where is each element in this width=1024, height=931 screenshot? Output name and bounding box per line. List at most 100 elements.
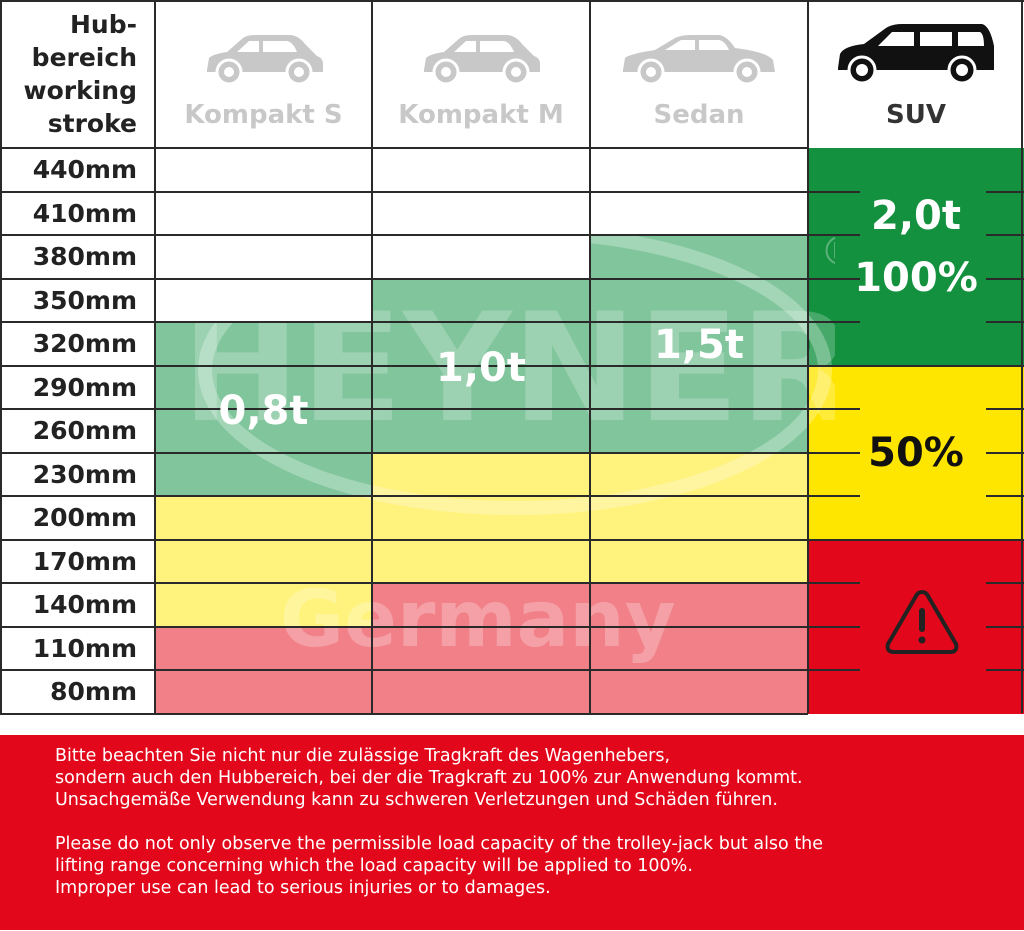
warning-note: Bitte beachten Sie nicht nur die zulässi…: [0, 735, 1024, 930]
table-cell: [590, 452, 808, 496]
note-line: Unsachgemäße Verwendung kann zu schweren…: [55, 790, 778, 810]
table-cell: [155, 148, 372, 192]
note-line: Please do not only observe the permissib…: [55, 834, 824, 854]
note-line: lifting range concerning which the load …: [55, 856, 693, 876]
note-line: Improper use can lead to serious injurie…: [55, 878, 551, 898]
suv-divider-stub: [986, 321, 1024, 323]
column-divider: [154, 0, 156, 713]
note-english: Please do not only observe the permissib…: [55, 833, 1024, 899]
top-border: [0, 0, 1024, 2]
column-header-kompakt-s: Kompakt S: [155, 0, 372, 148]
capacity-table: Hub- bereich working stroke Kompakt S Kom…: [0, 0, 1024, 715]
table-cell: [372, 148, 590, 192]
suv-divider-stub: [986, 451, 1024, 454]
table-cell: [590, 496, 808, 540]
table-cell: [590, 322, 808, 366]
table-cell: [590, 148, 808, 192]
table-cell: [590, 670, 808, 714]
row-divider: [0, 451, 808, 454]
suv-divider-stub: [986, 582, 1024, 584]
table-cell: [590, 278, 808, 322]
table-cell: [155, 365, 372, 409]
suv-divider-stub: [808, 190, 860, 193]
suv-divider-stub: [808, 625, 860, 628]
row-divider: [0, 321, 808, 323]
suv-divider-stub: [808, 321, 860, 323]
table-cell: [372, 365, 590, 409]
row-label: 410mm: [32, 198, 137, 228]
suv-block-green: [808, 148, 1024, 366]
suv-divider-stub: [986, 669, 1024, 671]
suv-divider-stub: [808, 669, 860, 671]
suv-full-percent: 100%: [854, 255, 978, 301]
table-cell: [372, 583, 590, 627]
hatchback-car-icon: [416, 30, 546, 100]
corner-label-line: bereich: [31, 43, 137, 72]
row-divider: [0, 712, 808, 715]
suv-divider-stub: [986, 277, 1024, 280]
row-label: 440mm: [32, 155, 137, 184]
row-label: 350mm: [32, 285, 137, 315]
table-cell: [590, 539, 808, 583]
table-cell: [372, 278, 590, 322]
row-divider: [0, 538, 808, 541]
table-cell: [372, 496, 590, 540]
table-cell: [155, 583, 372, 627]
table-cell: [590, 583, 808, 627]
table-cell: [590, 191, 808, 235]
table-cell: [372, 670, 590, 714]
corner-label-line: Hub-: [70, 10, 137, 39]
table-cell: [155, 670, 372, 714]
capacity-label: 1,0t: [436, 345, 526, 391]
suv-divider-stub: [808, 582, 860, 584]
column-header-kompakt-m: Kompakt M: [372, 0, 590, 148]
row-divider: [0, 190, 808, 193]
row-label: 80mm: [50, 677, 137, 706]
row-label: 170mm: [32, 546, 137, 576]
table-cell: [155, 278, 372, 322]
column-label: Sedan: [653, 100, 745, 130]
hatchback-car-icon: [199, 30, 329, 100]
suv-car-icon: [834, 18, 999, 100]
row-label: 290mm: [32, 372, 137, 402]
table-cell: [372, 539, 590, 583]
row-label: 380mm: [32, 242, 137, 271]
column-header-suv: SUV: [808, 0, 1024, 148]
row-divider: [0, 147, 808, 149]
table-cell: [372, 235, 590, 279]
row-label: 230mm: [32, 459, 137, 489]
capacity-label: 0,8t: [218, 388, 309, 434]
row-label: 320mm: [32, 329, 137, 358]
row-divider: [0, 625, 808, 628]
row-divider: [0, 364, 808, 367]
table-cell: [372, 452, 590, 496]
suv-capacity: 2,0t: [871, 193, 961, 239]
table-cell: [590, 626, 808, 670]
note-german: Bitte beachten Sie nicht nur die zulässi…: [55, 745, 1024, 811]
table-cell: [372, 626, 590, 670]
note-line: Bitte beachten Sie nicht nur die zulässi…: [55, 746, 671, 766]
table-cell: [590, 365, 808, 409]
suv-divider: [808, 538, 1024, 541]
table-cell: [155, 322, 372, 366]
suv-divider-stub: [808, 234, 860, 236]
table-cell: [372, 322, 590, 366]
column-label: SUV: [886, 100, 946, 130]
table-cell: [155, 409, 372, 453]
row-divider: [0, 669, 808, 671]
corner-label-line: working: [23, 76, 138, 105]
table-cell: [590, 235, 808, 279]
table-cell: [155, 191, 372, 235]
row-divider: [0, 234, 808, 236]
column-header-sedan: Sedan: [590, 0, 808, 148]
row-divider: [0, 495, 808, 497]
column-divider: [371, 0, 373, 713]
suv-half-percent: 50%: [868, 430, 964, 476]
suv-divider-stub: [986, 495, 1024, 497]
row-divider: [0, 408, 808, 410]
table-cell: [155, 626, 372, 670]
table-cell: [155, 539, 372, 583]
table-cell: [590, 409, 808, 453]
row-divider: [0, 582, 808, 584]
column-label: Kompakt M: [398, 100, 564, 130]
